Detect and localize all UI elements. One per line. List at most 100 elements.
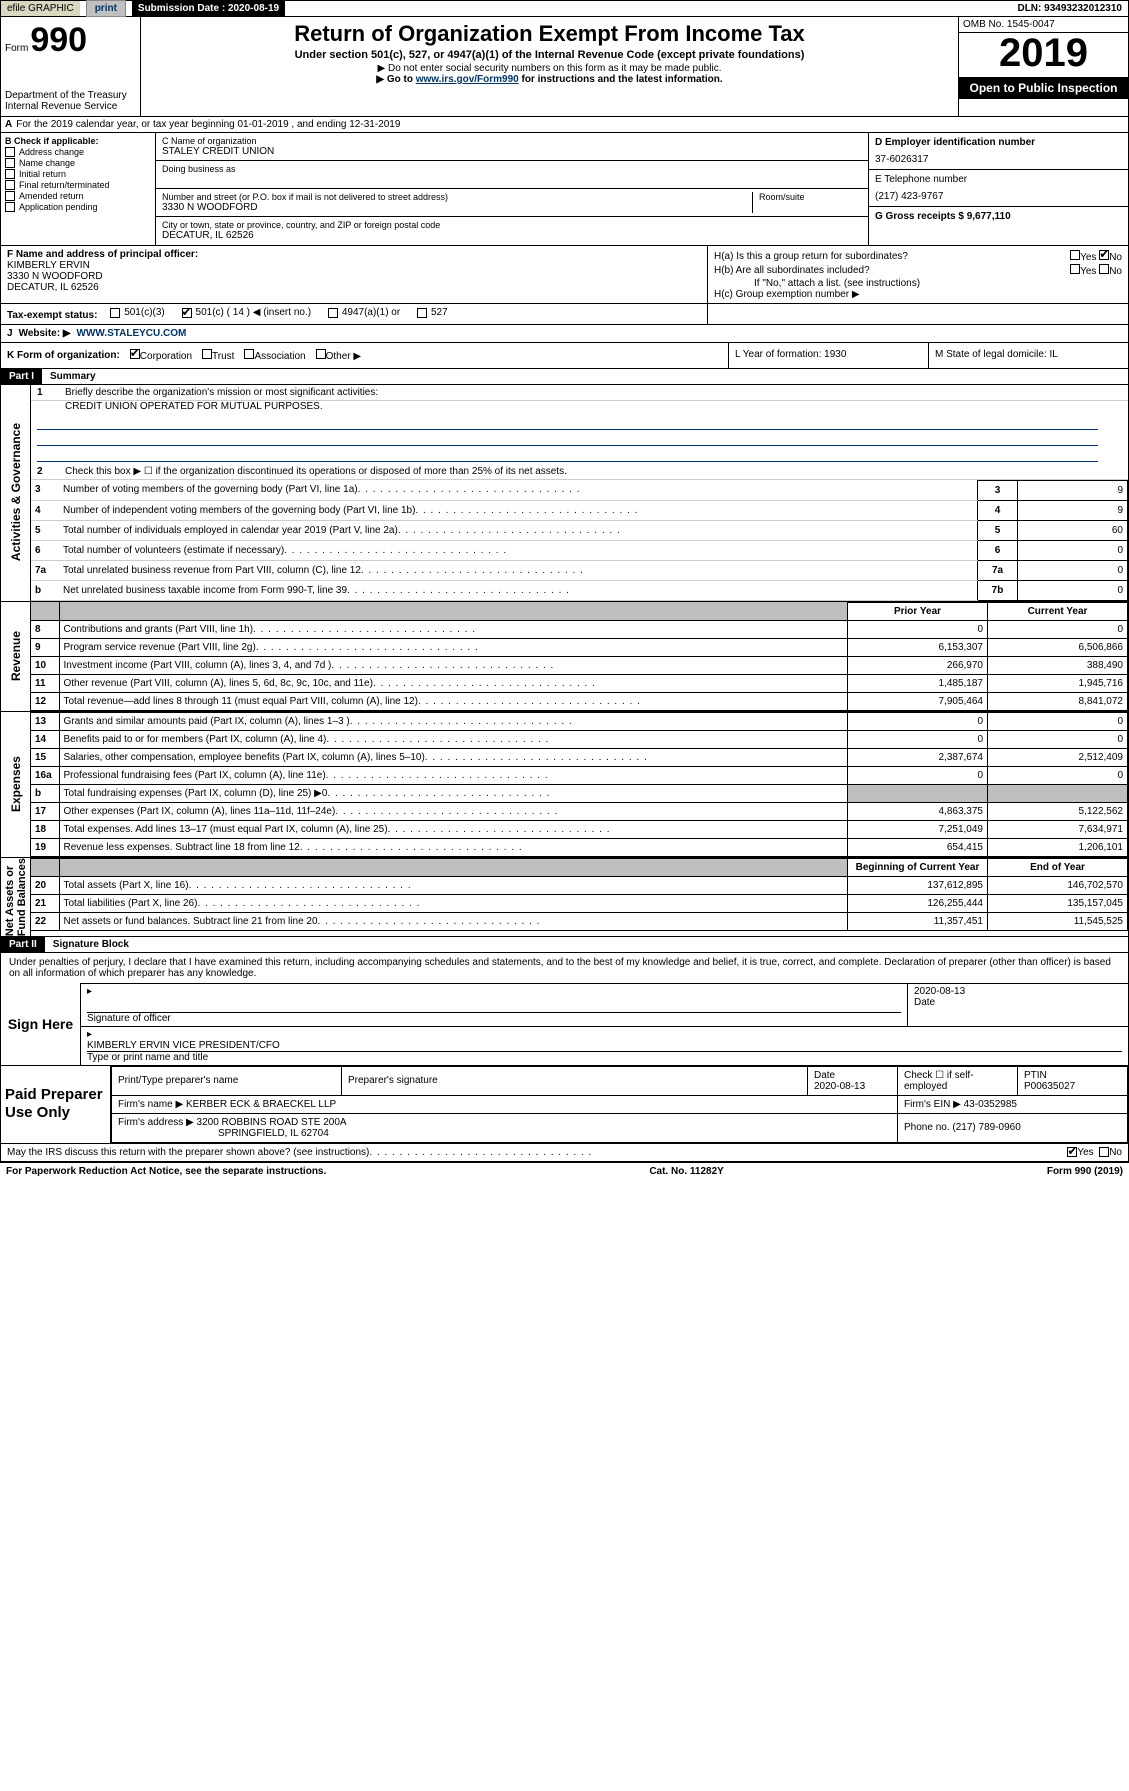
status-4947[interactable] [328, 308, 338, 318]
firm-addr2: SPRINGFIELD, IL 62704 [118, 1128, 329, 1139]
status-527[interactable] [417, 308, 427, 318]
top-bar: efile GRAPHIC print Submission Date : 20… [0, 0, 1129, 17]
address-caption: Number and street (or P.O. box if mail i… [162, 192, 752, 202]
name-title-caption: Type or print name and title [87, 1052, 1122, 1063]
vlabel-expenses: Expenses [9, 756, 23, 812]
hb-no[interactable] [1099, 264, 1109, 274]
sig-date-caption: Date [914, 997, 1122, 1008]
blank-line [37, 416, 1098, 430]
print-button[interactable]: print [86, 0, 126, 17]
row-j-website: J Website: ▶ WWW.STALEYCU.COM [0, 325, 1129, 343]
address-city: DECATUR, IL 62526 [162, 230, 862, 241]
instructions-link[interactable]: www.irs.gov/Form990 [416, 74, 519, 85]
subtitle-2: ▶ Do not enter social security numbers o… [145, 63, 954, 74]
footer: For Paperwork Reduction Act Notice, see … [0, 1162, 1129, 1180]
ptin-value: P00635027 [1024, 1081, 1075, 1092]
ha-label: H(a) Is this a group return for subordin… [714, 251, 908, 262]
checkbox-amended[interactable] [5, 191, 15, 201]
checkbox-initial-return[interactable] [5, 169, 15, 179]
expenses-section: Expenses 13Grants and similar amounts pa… [0, 712, 1129, 858]
col-beginning-year: Beginning of Current Year [848, 858, 988, 876]
net-assets-table: Beginning of Current Year End of Year 20… [31, 858, 1128, 931]
phone-value: (217) 423-9767 [875, 191, 1122, 202]
paperwork-notice: For Paperwork Reduction Act Notice, see … [6, 1166, 326, 1177]
firm-phone: (217) 789-0960 [952, 1122, 1020, 1133]
blank-line [37, 448, 1098, 462]
checkbox-final-return[interactable] [5, 180, 15, 190]
subtitle-3: ▶ Go to www.irs.gov/Form990 for instruct… [145, 74, 954, 85]
officer-addr1: 3330 N WOODFORD [7, 271, 701, 282]
revenue-section: Revenue Prior Year Current Year 8Contrib… [0, 602, 1129, 712]
address-street: 3330 N WOODFORD [162, 202, 752, 213]
ha-yes[interactable] [1070, 250, 1080, 260]
firm-ein: 43-0352985 [964, 1099, 1017, 1110]
part2-header: Part II Signature Block [0, 937, 1129, 953]
sig-date: 2020-08-13 [914, 986, 1122, 997]
ein-value: 37-6026317 [875, 154, 1122, 165]
paid-preparer-block: Paid Preparer Use Only Print/Type prepar… [1, 1065, 1128, 1143]
state-domicile: M State of legal domicile: IL [928, 343, 1128, 368]
activities-governance-section: Activities & Governance 1Briefly describ… [0, 385, 1129, 602]
discuss-yes[interactable] [1067, 1147, 1077, 1157]
self-employed-check[interactable]: Check ☐ if self-employed [898, 1066, 1018, 1095]
col-current-year: Current Year [988, 602, 1128, 620]
form-header: Form990 Department of the Treasury Inter… [0, 17, 1129, 117]
officer-caption: F Name and address of principal officer: [7, 249, 701, 260]
signature-block: Under penalties of perjury, I declare th… [0, 953, 1129, 1144]
prep-name-caption: Print/Type preparer's name [118, 1075, 335, 1086]
year-formation: L Year of formation: 1930 [728, 343, 928, 368]
sig-officer-caption: Signature of officer [87, 1013, 901, 1024]
discuss-no[interactable] [1099, 1147, 1109, 1157]
room-caption: Room/suite [759, 192, 862, 202]
website-link[interactable]: WWW.STALEYCU.COM [77, 328, 187, 339]
firm-name: KERBER ECK & BRAECKEL LLP [186, 1099, 336, 1110]
perjury-declaration: Under penalties of perjury, I declare th… [1, 953, 1128, 983]
form-version: Form 990 (2019) [1047, 1166, 1123, 1177]
hb-label: H(b) Are all subordinates included? [714, 265, 870, 276]
hc-label: H(c) Group exemption number ▶ [714, 289, 1122, 300]
revenue-table: Prior Year Current Year 8Contributions a… [31, 602, 1128, 711]
checkbox-app-pending[interactable] [5, 202, 15, 212]
org-assoc[interactable] [244, 349, 254, 359]
org-corp[interactable] [130, 349, 140, 359]
hb-note: If "No," attach a list. (see instruction… [714, 278, 1122, 289]
col-end-year: End of Year [988, 858, 1128, 876]
checkbox-name-change[interactable] [5, 158, 15, 168]
mission-value: CREDIT UNION OPERATED FOR MUTUAL PURPOSE… [31, 401, 1128, 414]
status-501c[interactable] [182, 308, 192, 318]
discuss-row: May the IRS discuss this return with the… [0, 1144, 1129, 1162]
ha-no[interactable] [1099, 250, 1109, 260]
officer-addr2: DECATUR, IL 62526 [7, 282, 701, 293]
hb-yes[interactable] [1070, 264, 1080, 274]
column-b-checkboxes: B Check if applicable: Address change Na… [1, 133, 156, 245]
checkbox-address-change[interactable] [5, 147, 15, 157]
form-number: Form990 [5, 21, 136, 60]
vlabel-activities: Activities & Governance [9, 423, 23, 561]
subtitle-1: Under section 501(c), 527, or 4947(a)(1)… [145, 49, 954, 61]
row-i-status: Tax-exempt status: 501(c)(3) 501(c) ( 14… [0, 304, 1129, 325]
vlabel-netassets: Net Assets or Fund Balances [4, 858, 28, 936]
dba-caption: Doing business as [162, 164, 862, 174]
vlabel-revenue: Revenue [9, 631, 23, 681]
sign-here-label: Sign Here [1, 983, 81, 1065]
efile-label: efile GRAPHIC [1, 1, 80, 16]
ein-caption: D Employer identification number [875, 137, 1122, 148]
org-trust[interactable] [202, 349, 212, 359]
blank-line [37, 432, 1098, 446]
dln: DLN: 93493232012310 [1011, 1, 1128, 16]
firm-addr1: 3200 ROBBINS ROAD STE 200A [197, 1117, 347, 1128]
part1-header: Part I Summary [0, 369, 1129, 385]
catalog-number: Cat. No. 11282Y [649, 1166, 723, 1177]
tax-year: 2019 [959, 33, 1128, 77]
submission-date: Submission Date : 2020-08-19 [132, 1, 285, 16]
prep-date: 2020-08-13 [814, 1081, 865, 1092]
org-other[interactable] [316, 349, 326, 359]
form-title: Return of Organization Exempt From Incom… [145, 21, 954, 47]
header-fields: B Check if applicable: Address change Na… [0, 133, 1129, 246]
org-name: STALEY CREDIT UNION [162, 146, 862, 157]
status-501c3[interactable] [110, 308, 120, 318]
row-k-org-form: K Form of organization: Corporation Trus… [0, 343, 1129, 369]
officer-name-title: KIMBERLY ERVIN VICE PRESIDENT/CFO [87, 1040, 1122, 1052]
governance-counts-table: 3Number of voting members of the governi… [31, 480, 1128, 601]
row-f-h: F Name and address of principal officer:… [0, 246, 1129, 304]
